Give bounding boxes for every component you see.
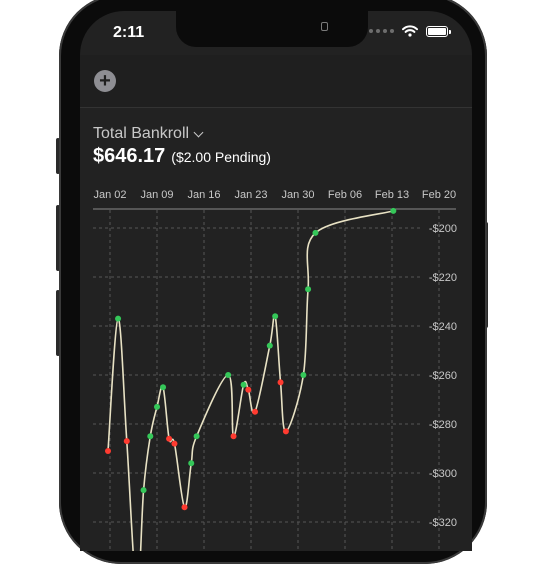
chevron-down-icon (193, 127, 204, 137)
x-tick-label: Jan 09 (140, 189, 173, 201)
win-point (312, 229, 319, 236)
win-point (188, 460, 195, 467)
y-tick-label: -$280 (429, 419, 457, 431)
volume-down-button (56, 290, 60, 356)
camera-icon (321, 22, 328, 31)
wifi-icon (402, 25, 418, 37)
pending-amount: ($2.00 Pending) (171, 149, 271, 165)
volume-up-button (56, 205, 60, 271)
loss-point (181, 504, 188, 511)
win-point (225, 372, 232, 378)
win-point (115, 315, 122, 322)
x-tick-label: Jan 30 (281, 189, 314, 201)
y-tick-label: -$260 (429, 370, 457, 382)
loss-point (123, 438, 130, 445)
status-icons (369, 25, 451, 37)
bankroll-title: Total Bankroll (93, 125, 190, 142)
loss-point (245, 386, 252, 393)
header-divider (80, 107, 472, 108)
signal-dots-icon (369, 29, 394, 33)
y-tick-label: -$200 (429, 223, 457, 235)
loss-point (277, 379, 284, 386)
x-tick-label: Jan 23 (234, 189, 267, 201)
x-tick-label: Feb 13 (375, 189, 409, 201)
y-tick-label: -$320 (429, 517, 457, 529)
header-bar: + (80, 55, 472, 107)
y-tick-label: -$300 (429, 468, 457, 480)
win-point (140, 487, 147, 494)
bankroll-chart[interactable]: Jan 02 Jan 09 Jan 16 Jan 23 Jan 30 Feb 06 Feb … (80, 174, 472, 551)
battery-icon (426, 25, 451, 37)
win-point (154, 403, 160, 410)
win-point (390, 207, 397, 214)
win-point (193, 433, 200, 440)
app-screen: 2:11 + Total Bankroll (80, 11, 472, 551)
plus-circle-icon[interactable]: + (94, 70, 116, 92)
bankroll-amount-row: $646.17 ($2.00 Pending) (93, 145, 271, 168)
phone-device: 2:11 + Total Bankroll (56, 0, 488, 564)
loss-point (166, 435, 173, 442)
win-point (147, 433, 154, 440)
win-point (272, 313, 279, 320)
win-point (240, 381, 247, 388)
win-point (305, 286, 312, 293)
status-time: 2:11 (113, 24, 145, 41)
x-tick-label: Feb 20 (422, 189, 456, 201)
bankroll-selector[interactable]: Total Bankroll (93, 125, 204, 143)
bankroll-amount: $646.17 (93, 145, 166, 167)
notch (176, 11, 368, 47)
side-button (56, 138, 60, 174)
win-point (266, 342, 273, 349)
y-tick-label: -$220 (429, 272, 457, 284)
x-tick-label: Feb 06 (328, 189, 362, 201)
phone-frame: 2:11 + Total Bankroll (59, 0, 487, 564)
loss-point (171, 440, 178, 447)
loss-point (104, 447, 111, 454)
y-tick-label: -$240 (429, 321, 457, 333)
loss-point (252, 408, 259, 415)
loss-point (282, 428, 289, 435)
win-point (160, 384, 167, 391)
x-tick-label: Jan 02 (93, 189, 126, 201)
win-point (300, 372, 307, 378)
loss-point (230, 433, 237, 440)
x-tick-label: Jan 16 (187, 189, 220, 201)
